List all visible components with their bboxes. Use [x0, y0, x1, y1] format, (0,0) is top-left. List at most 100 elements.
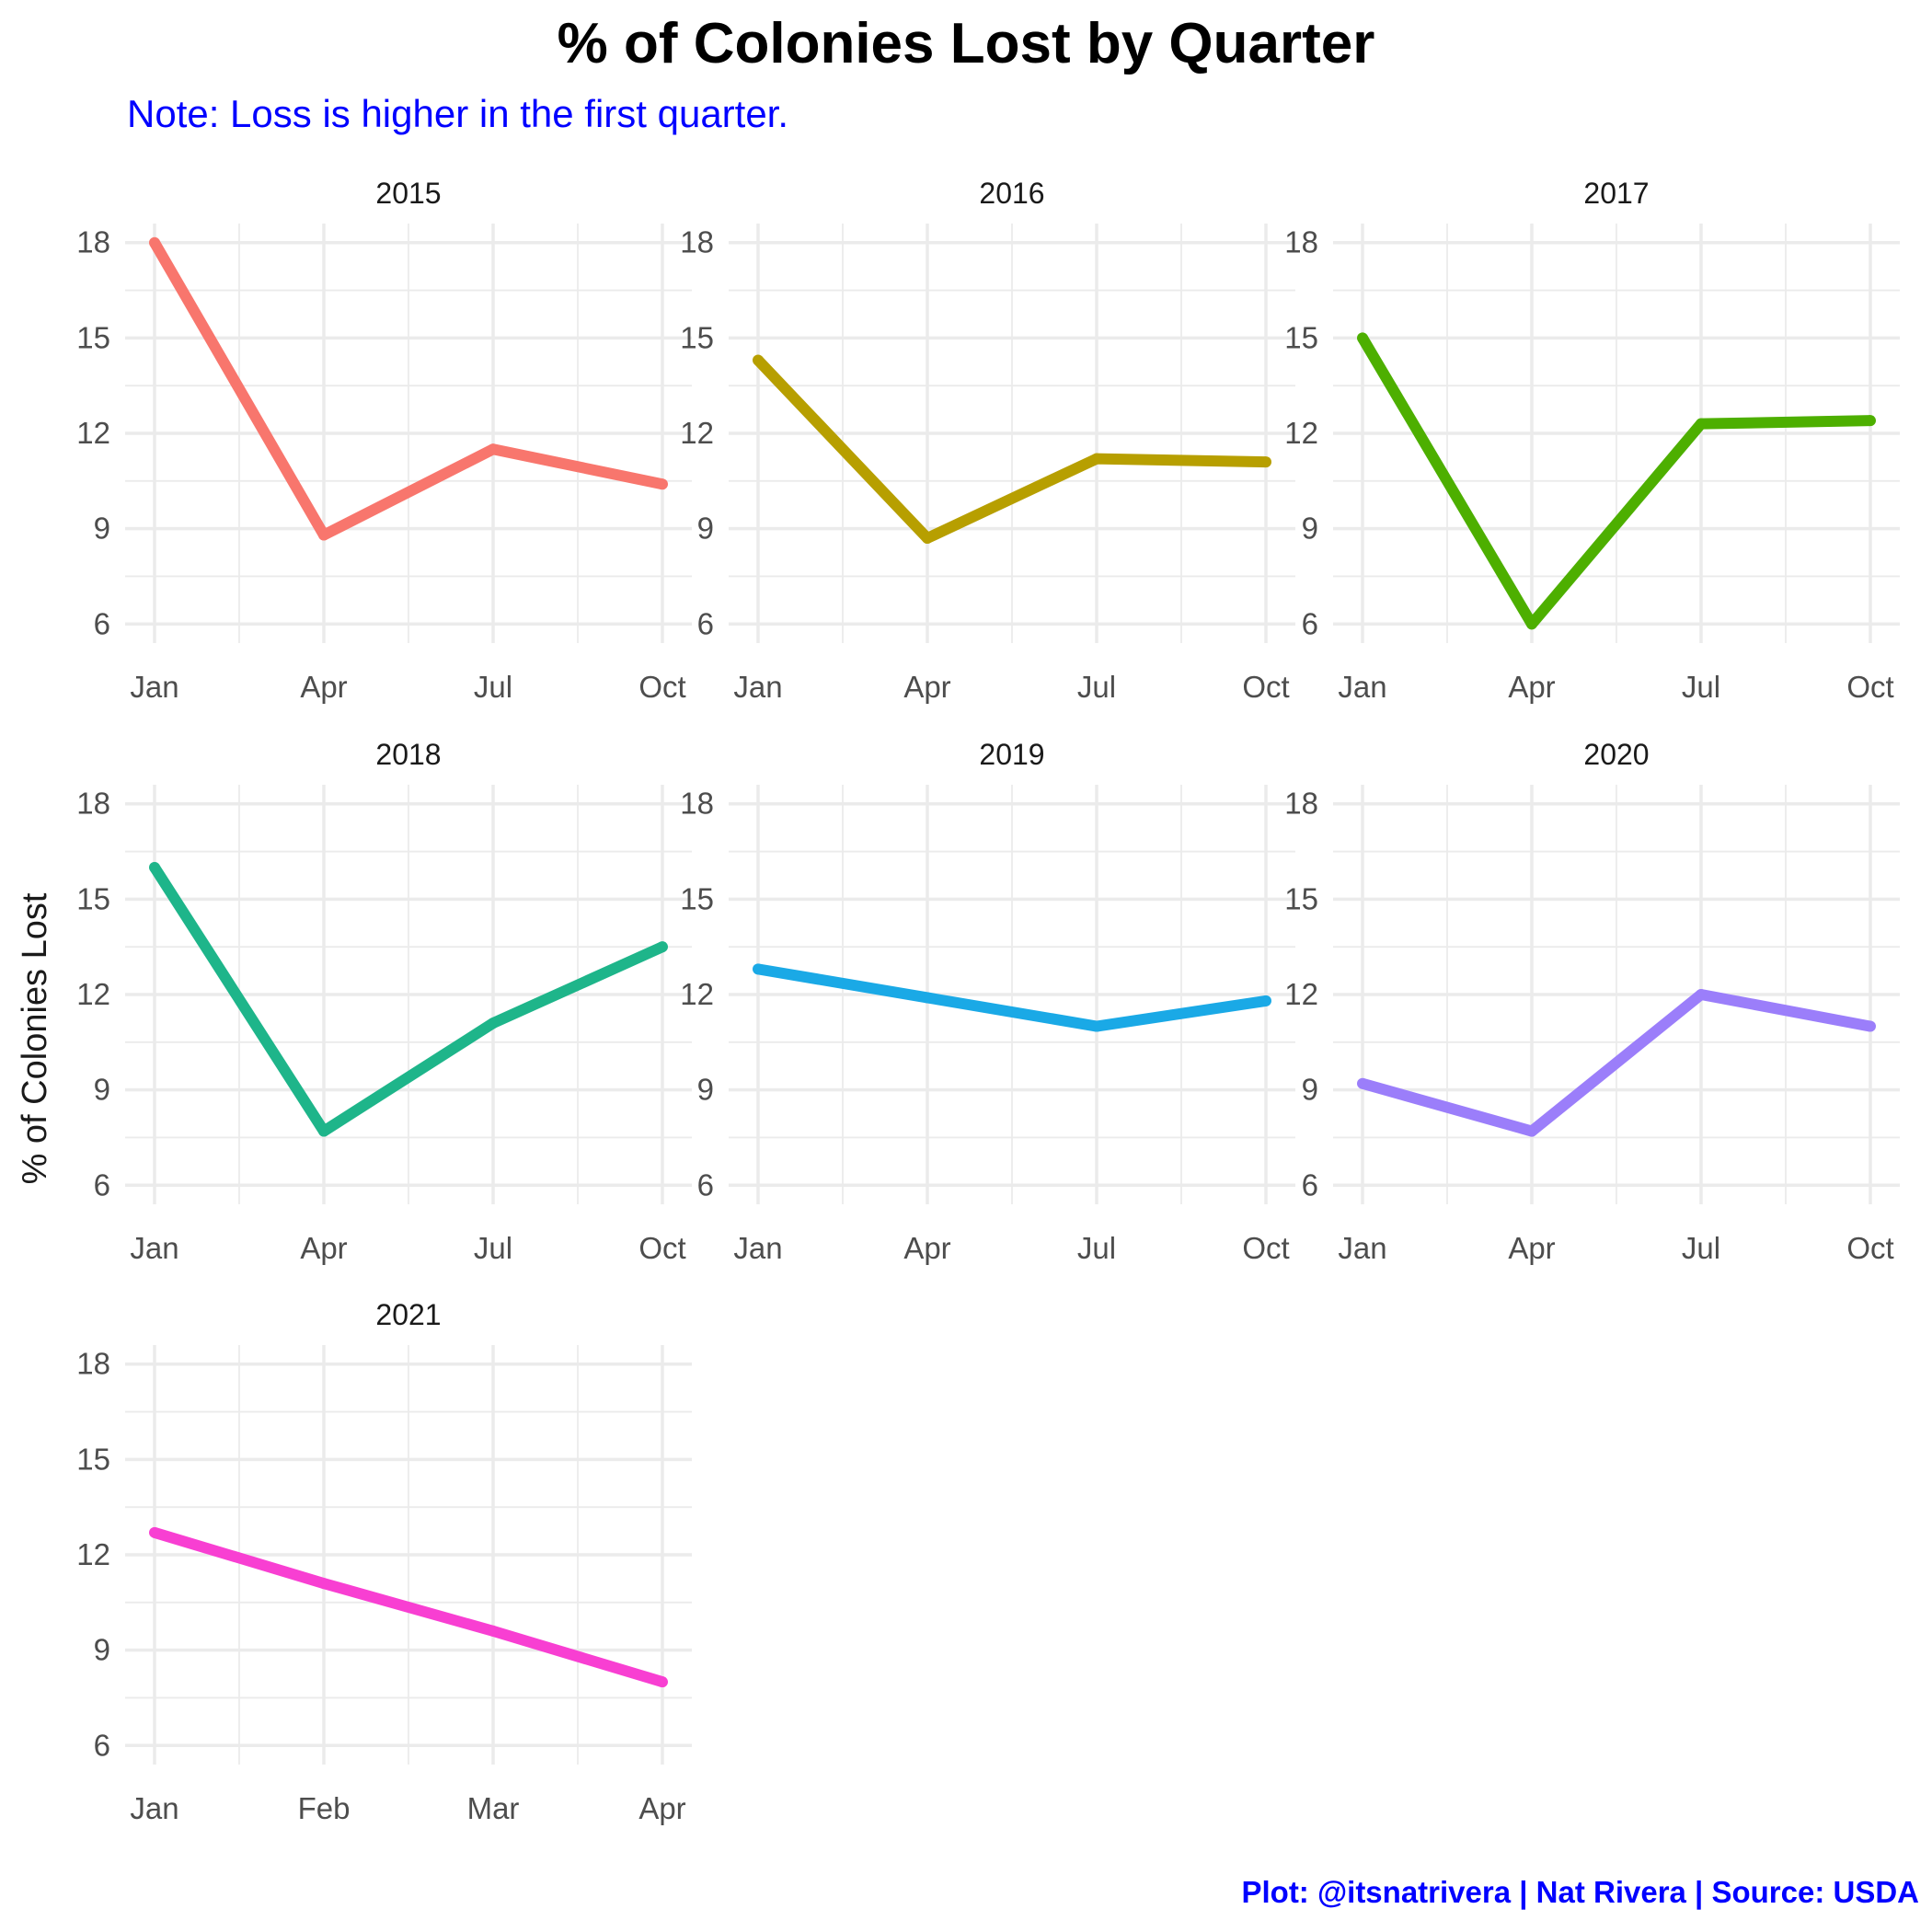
- y-tick-label: 12: [76, 977, 110, 1011]
- x-tick-label: Jul: [1682, 1231, 1720, 1265]
- x-tick-label: Jul: [474, 670, 512, 704]
- y-tick-label: 6: [94, 606, 110, 640]
- y-tick-label: 6: [697, 606, 714, 640]
- data-point: [657, 941, 668, 953]
- y-tick-label: 9: [697, 512, 714, 546]
- panel-title: 2018: [375, 738, 441, 771]
- data-point: [488, 1018, 499, 1029]
- panel-title: 2016: [979, 177, 1044, 210]
- y-tick-label: 12: [1284, 416, 1318, 450]
- panel-2018: 2018 6 9 12 15 18 Jan Apr Jul Oct: [76, 738, 692, 1265]
- data-point: [657, 1676, 668, 1688]
- data-point: [753, 963, 764, 975]
- x-tick-label: Jan: [1338, 670, 1386, 704]
- y-tick-label: 12: [1284, 977, 1318, 1011]
- x-tick-label: Oct: [1846, 670, 1893, 704]
- x-tick-label: Apr: [300, 1231, 347, 1265]
- x-tick-label: Feb: [298, 1791, 351, 1825]
- series-line-2020: [1361, 989, 1872, 1137]
- data-point: [1865, 1020, 1876, 1032]
- x-tick-label: Jan: [733, 670, 782, 704]
- panel-2019: 2019 6 9 12 15 18 Jan Apr Jul Oct: [680, 738, 1295, 1265]
- data-point: [753, 354, 764, 366]
- series-line-2015: [149, 239, 664, 541]
- x-tick-label: Apr: [638, 1791, 685, 1825]
- y-tick-label: 15: [680, 881, 714, 915]
- panel-title: 2015: [375, 177, 441, 210]
- series-line-2017: [1357, 335, 1871, 630]
- panel-2015: 2015 6 9 12 15 18 Jan Apr Jul Oct: [76, 177, 692, 704]
- y-tick-label: 6: [1302, 606, 1318, 640]
- chart-caption: Plot: @itsnatrivera | Nat Rivera | Sourc…: [1241, 1875, 1919, 1909]
- y-tick-label: 6: [1302, 1167, 1318, 1202]
- data-point: [1357, 332, 1368, 344]
- data-point: [922, 992, 933, 1004]
- y-axis-label: % of Colonies Lost: [16, 892, 54, 1184]
- y-tick-label: 12: [680, 977, 714, 1011]
- data-point: [149, 236, 160, 248]
- y-tick-label: 6: [697, 1167, 714, 1202]
- y-tick-label: 15: [1284, 320, 1318, 354]
- x-tick-label: Jul: [1077, 670, 1116, 704]
- y-tick-label: 9: [697, 1073, 714, 1107]
- x-tick-label: Jan: [130, 1791, 178, 1825]
- series-line-2021: [153, 1527, 664, 1687]
- data-point: [1526, 618, 1537, 630]
- x-tick-label: Jan: [130, 670, 178, 704]
- y-tick-label: 9: [1302, 512, 1318, 546]
- data-point: [922, 533, 933, 544]
- series-line-2016: [753, 356, 1267, 544]
- data-point: [318, 1578, 329, 1590]
- data-point: [149, 1526, 160, 1538]
- y-tick-label: 18: [76, 1347, 110, 1381]
- y-tick-label: 9: [94, 1633, 110, 1667]
- chart-title: % of Colonies Lost by Quarter: [557, 12, 1375, 75]
- x-tick-label: Jan: [733, 1231, 782, 1265]
- x-tick-label: Oct: [1242, 1231, 1289, 1265]
- y-tick-label: 12: [76, 1537, 110, 1571]
- y-tick-label: 9: [94, 512, 110, 546]
- data-point: [149, 861, 160, 873]
- panel-title: 2021: [375, 1298, 441, 1331]
- y-tick-label: 18: [76, 787, 110, 821]
- series-line-2019: [757, 963, 1267, 1032]
- y-tick-label: 15: [76, 881, 110, 915]
- series-line-2018: [149, 864, 665, 1137]
- data-point: [1865, 415, 1876, 427]
- panel-2016: 2016 6 9 12 15 18 Jan Apr Jul Oct: [680, 177, 1295, 704]
- data-point: [318, 529, 329, 541]
- y-tick-label: 15: [76, 320, 110, 354]
- panel-2021: 2021 6 9 12 15 18 Jan Feb Mar Apr: [76, 1298, 692, 1825]
- data-point: [488, 443, 499, 455]
- panel-2017: 2017 6 9 12 15 18 Jan Apr Jul Oct: [1284, 177, 1900, 704]
- x-tick-label: Apr: [903, 670, 950, 704]
- data-point: [1696, 989, 1707, 1000]
- y-tick-label: 6: [94, 1167, 110, 1202]
- panel-title: 2020: [1583, 738, 1649, 771]
- data-point: [1260, 456, 1271, 468]
- data-point: [1696, 418, 1707, 430]
- x-tick-label: Apr: [300, 670, 347, 704]
- y-tick-label: 18: [680, 787, 714, 821]
- data-point: [318, 1125, 329, 1137]
- x-tick-label: Oct: [638, 1231, 685, 1265]
- x-tick-label: Oct: [1242, 670, 1289, 704]
- x-tick-label: Jan: [130, 1231, 178, 1265]
- y-tick-label: 18: [1284, 787, 1318, 821]
- x-tick-label: Jul: [474, 1231, 512, 1265]
- y-tick-label: 12: [680, 416, 714, 450]
- panels-layer: 2015 6 9 12 15 18 Jan Apr Jul Oct 2016 6 9 12 15 18 Jan A…: [76, 177, 1900, 1825]
- y-tick-label: 12: [76, 416, 110, 450]
- y-tick-label: 15: [680, 320, 714, 354]
- data-point: [1091, 453, 1102, 465]
- chart-subtitle: Note: Loss is higher in the first quarte…: [127, 92, 789, 135]
- y-tick-label: 18: [1284, 225, 1318, 259]
- panel-2020: 2020 6 9 12 15 18 Jan Apr Jul Oct: [1284, 738, 1900, 1265]
- x-tick-label: Mar: [467, 1791, 520, 1825]
- y-tick-label: 6: [94, 1728, 110, 1762]
- x-tick-label: Apr: [1508, 1231, 1555, 1265]
- y-tick-label: 18: [76, 225, 110, 259]
- x-tick-label: Apr: [1508, 670, 1555, 704]
- x-tick-label: Apr: [903, 1231, 950, 1265]
